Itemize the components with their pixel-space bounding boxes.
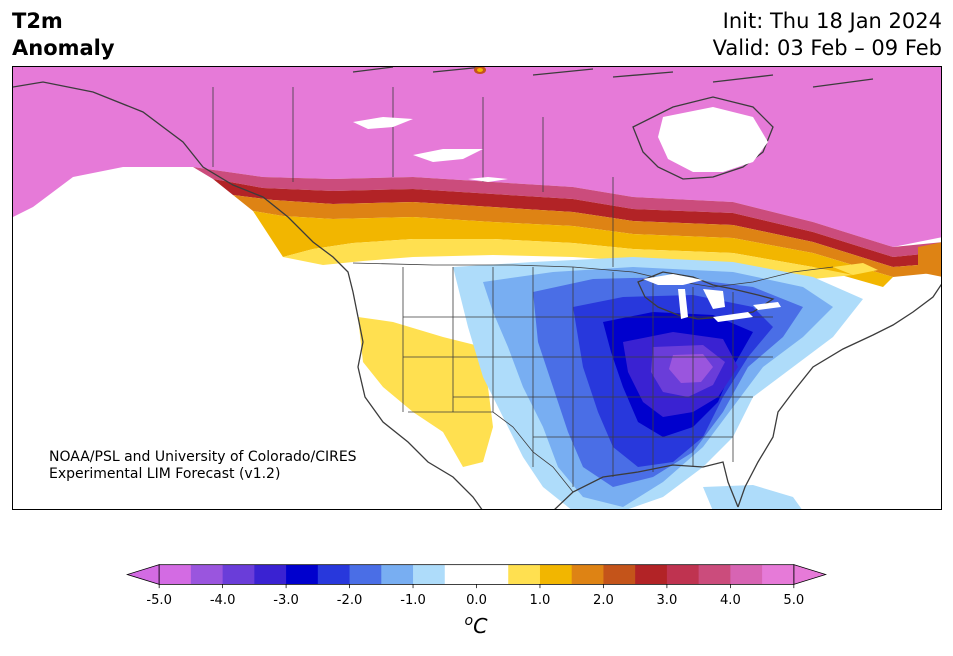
colorbar-swatch xyxy=(286,564,319,585)
map-svg xyxy=(13,67,941,509)
lake-ontario xyxy=(753,302,781,310)
forecast-credit: NOAA/PSL and University of Colorado/CIRE… xyxy=(49,449,357,483)
us-canada-border xyxy=(352,262,834,288)
borders xyxy=(212,87,834,493)
colorbar-swatch xyxy=(635,564,668,585)
gulf-coast xyxy=(554,461,739,509)
arctic-island-1 xyxy=(353,117,413,129)
anomaly-region-3c xyxy=(213,179,941,267)
colorbar-swatch xyxy=(444,564,477,585)
colorbar-unit-label: oC xyxy=(465,613,489,638)
colorbar-tick-label: 0.0 xyxy=(466,593,487,608)
colorbar-swatch xyxy=(666,564,700,585)
colorbar-tick-label: 2.0 xyxy=(593,593,614,608)
colorbar-swatch xyxy=(698,564,731,585)
map-title: T2m Anomaly xyxy=(12,8,115,62)
arctic-white-features xyxy=(353,107,768,182)
title-line-1: T2m xyxy=(12,9,63,33)
title-line-2: Anomaly xyxy=(12,36,115,60)
colorbar-swatch xyxy=(571,564,604,585)
colorbar-swatch xyxy=(349,564,382,585)
lake-michigan xyxy=(678,289,688,319)
anomaly-region-05c xyxy=(283,239,853,279)
great-lakes-water xyxy=(643,274,781,322)
arctic-island-3 xyxy=(468,177,508,182)
colorbar-tick-label: -3.0 xyxy=(273,593,299,608)
colorbar-swatch xyxy=(222,564,255,585)
anomaly-map xyxy=(12,66,942,510)
colorbar-tick-label: 4.0 xyxy=(720,593,741,608)
colorbar-tick-label: -5.0 xyxy=(146,593,172,608)
us-mexico-border xyxy=(408,411,574,493)
colorbar-swatch xyxy=(413,564,446,585)
lake-superior xyxy=(643,274,703,285)
pacific-coast xyxy=(357,316,483,509)
colorbar-swatches xyxy=(126,564,827,585)
nova-scotia-region xyxy=(833,263,878,275)
alaska-coast xyxy=(13,81,359,318)
colorbar-swatch xyxy=(476,564,509,585)
colorbar-swatch xyxy=(159,564,192,585)
colorbar-swatch xyxy=(539,564,573,585)
colorbar-swatch xyxy=(508,564,541,585)
colorbar-under-arrow xyxy=(126,564,160,585)
lake-erie xyxy=(713,312,753,322)
colorbar-tick-label: -2.0 xyxy=(337,593,363,608)
newfoundland-region xyxy=(918,242,941,277)
arctic-islands xyxy=(352,67,874,88)
colorbar-tick-label: -4.0 xyxy=(210,593,236,608)
credit-line-2: Experimental LIM Forecast (v1.2) xyxy=(49,466,281,482)
colorbar-swatch xyxy=(317,564,351,585)
anomaly-region-cuba xyxy=(703,485,802,509)
anomaly-region-sw-warm xyxy=(358,317,493,467)
valid-date: Valid: 03 Feb – 09 Feb xyxy=(712,36,942,60)
lake-huron xyxy=(703,289,725,309)
colorbar: -5.0 -4.0 -3.0 -2.0 -1.0 0.0 1.0 2.0 3.0 4.0 5.0 o… xyxy=(126,564,827,638)
newfoundland-warm xyxy=(833,242,941,277)
anomaly-region-1c xyxy=(253,211,893,287)
colorbar-swatch xyxy=(254,564,287,585)
hudson-bay-water xyxy=(658,107,768,172)
colorbar-tick-label: -1.0 xyxy=(400,593,426,608)
credit-line-1: NOAA/PSL and University of Colorado/CIRE… xyxy=(49,449,357,465)
colorbar-swatch xyxy=(762,564,795,585)
colorbar-tick-label: 3.0 xyxy=(656,593,677,608)
hotspot-north xyxy=(474,67,486,74)
colorbar-swatch xyxy=(603,564,636,585)
colorbar-tick-label: 1.0 xyxy=(530,593,551,608)
arctic-island-2 xyxy=(413,149,483,162)
colorbar-swatch xyxy=(190,564,224,585)
anomaly-region-4c xyxy=(193,167,941,257)
colorbar-tick-label: 5.0 xyxy=(783,593,804,608)
state-lines xyxy=(402,267,773,487)
colorbar-over-arrow xyxy=(793,564,827,585)
colorbar-swatch xyxy=(730,564,763,585)
colorbar-ticks: -5.0 -4.0 -3.0 -2.0 -1.0 0.0 1.0 2.0 3.0 4.0 5.0 xyxy=(146,584,804,608)
cold-anomaly-bands xyxy=(453,257,863,509)
forecast-dates: Init: Thu 18 Jan 2024 Valid: 03 Feb – 09… xyxy=(713,8,942,62)
anomaly-region-2c xyxy=(233,195,941,277)
province-lines xyxy=(212,87,614,267)
colorbar-swatch xyxy=(381,564,414,585)
anomaly-region-neg4c xyxy=(669,354,713,383)
init-date: Init: Thu 18 Jan 2024 xyxy=(722,9,942,33)
hotspot-inner xyxy=(477,68,483,72)
atlantic-coast xyxy=(737,283,941,508)
